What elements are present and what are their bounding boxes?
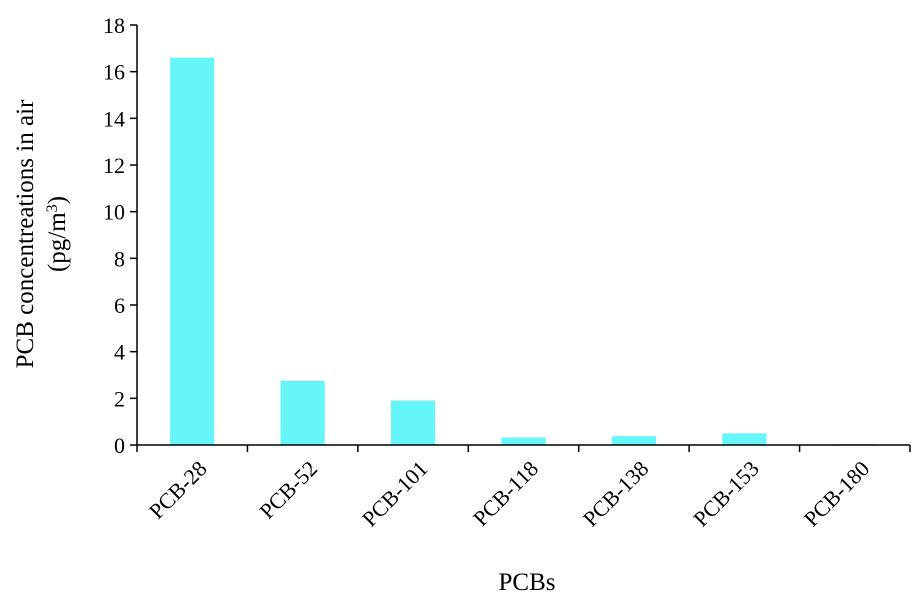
x-category-label: PCB-138 <box>578 456 654 532</box>
y-axis-ticks: 0 2 4 6 8 10 12 14 16 18 <box>103 13 137 458</box>
bar-pcb-28 <box>170 57 215 446</box>
y-tick-label: 12 <box>103 153 125 178</box>
y-tick-label: 4 <box>114 340 125 365</box>
x-axis-title: PCBs <box>499 569 556 596</box>
bar-pcb-52 <box>280 380 325 445</box>
bar-pcb-138 <box>611 436 657 445</box>
x-category-label: PCB-101 <box>357 456 433 532</box>
x-category-label: PCB-153 <box>688 456 764 532</box>
x-category-label: PCB-118 <box>468 456 543 531</box>
x-category-label: PCB-28 <box>144 456 212 524</box>
y-axis-title-line1: PCB concentreations in air <box>12 99 39 368</box>
x-category-label: PCB-180 <box>799 456 875 532</box>
x-axis-ticks <box>136 445 911 452</box>
y-axis-title-unit-prefix: (pg/m <box>44 212 71 272</box>
y-tick-label: 8 <box>114 246 125 271</box>
y-axis-title-unit-superscript: 3 <box>44 204 61 212</box>
y-tick-label: 6 <box>114 293 125 318</box>
x-category-label: PCB-52 <box>254 456 322 524</box>
y-tick-label: 0 <box>114 433 125 458</box>
category-labels: PCB-28 PCB-52 PCB-101 PCB-118 PCB-138 PCB-153… <box>144 456 874 532</box>
bars-group <box>170 57 877 446</box>
bar-pcb-118 <box>501 437 546 445</box>
y-tick-label: 2 <box>114 386 125 411</box>
y-tick-label: 18 <box>103 13 125 38</box>
y-tick-label: 16 <box>103 60 125 85</box>
bar-pcb-153 <box>722 433 767 445</box>
y-tick-label: 10 <box>103 200 125 225</box>
y-tick-label: 14 <box>103 106 125 131</box>
bar-pcb-101 <box>390 400 436 445</box>
y-axis-title-unit-suffix: ) <box>44 196 71 204</box>
y-axis-title-line2: (pg/m3) <box>44 196 72 272</box>
